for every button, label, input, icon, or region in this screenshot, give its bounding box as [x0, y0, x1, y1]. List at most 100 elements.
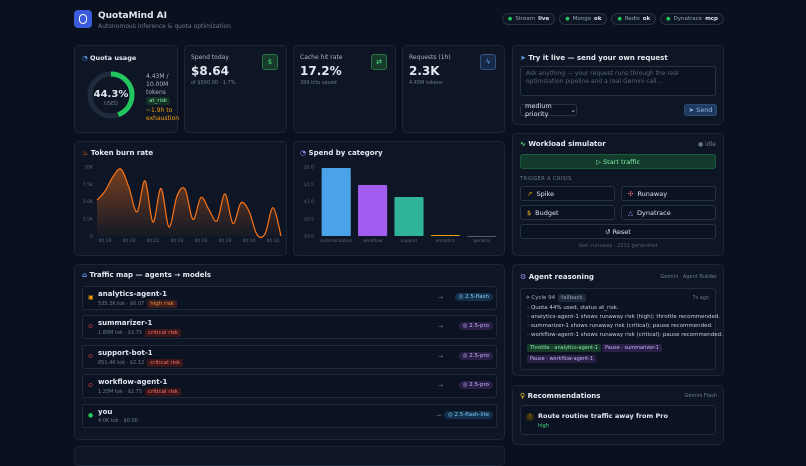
title: Quota usage — [89, 54, 137, 62]
send-button[interactable]: ➤ Send — [684, 104, 717, 116]
status-pill: ● Mongo ok — [559, 13, 608, 25]
agent-name: analytics-agent-1 — [98, 290, 167, 298]
status-bar: ● Stream live ● Mongo ok ● Redis ok ● Dynatrace mcp — [501, 13, 724, 25]
agent-name: support-bot-1 — [98, 349, 153, 357]
quota-eta: ~1.9h to exhaustion — [146, 107, 180, 122]
model-dot: ◎ — [462, 323, 470, 329]
agent-icon: ⊙ — [88, 323, 94, 330]
card-title: ♀ Recommendations — [520, 392, 601, 400]
action-chip: Pause · summarizer-1 — [602, 344, 662, 352]
priority-select[interactable]: medium priority ⌄ — [520, 102, 577, 118]
crisis-icon: $ — [527, 208, 532, 217]
status-dot: ● — [666, 16, 671, 22]
stat-value: $8.64 — [191, 64, 229, 78]
risk-chip: critical risk — [145, 388, 182, 396]
app-subtitle: Autonomous inference & quota optimizatio… — [98, 23, 231, 30]
prompt-input[interactable]: Ask anything — your request runs through… — [520, 66, 716, 96]
model-dot: ◎ — [462, 353, 470, 359]
reset-button[interactable]: ↺ Reset — [520, 224, 716, 239]
model: 2.5-flash — [465, 294, 489, 300]
agent-name: summarizer-1 — [98, 319, 153, 327]
card-title: ♨ Token burn rate — [82, 149, 154, 157]
stat-value: 2.3K — [409, 64, 440, 78]
start: Start traffic — [603, 157, 641, 166]
agent-icon: ● — [88, 412, 94, 419]
status-pill: ● Stream live — [501, 13, 556, 25]
crisis-icon: ↗ — [527, 189, 533, 198]
crisis-button[interactable]: $ Budget — [520, 205, 615, 220]
model: 2.5-pro — [469, 323, 489, 329]
status-state: ok — [642, 16, 651, 22]
agent-icon: ⊙ — [88, 382, 94, 389]
agent-usage: 1.25M tok · $2.75 critical risk — [98, 388, 182, 396]
status-state: ok — [594, 16, 602, 22]
mode: fallback — [558, 294, 586, 302]
start-button[interactable]: ▷ Start traffic — [520, 154, 716, 169]
agent-usage: 851.4K tok · $2.12 critical risk — [98, 359, 184, 367]
arrow: → — [437, 353, 443, 360]
rec-text: Route routine traffic away from Pro — [538, 412, 668, 420]
usage: 535.3K tok · $0.07 — [98, 301, 145, 307]
crisis-button[interactable]: ✣ Runaway — [621, 186, 716, 201]
card-title: ◔ Spend by category — [300, 149, 383, 157]
title: Recommendations — [527, 392, 601, 400]
spend-card — [293, 141, 505, 256]
crisis-name: Budget — [535, 208, 559, 217]
crisis-button[interactable]: △ Dynatrace — [621, 205, 716, 220]
stat-value: 17.2% — [300, 64, 342, 78]
arrow: → — [435, 412, 441, 419]
card-title: ⌂ Traffic map — agents → models — [82, 271, 212, 279]
crisis-icon: ✣ — [628, 189, 634, 198]
model-dot: ◎ — [447, 412, 455, 418]
send: Send — [696, 106, 713, 114]
bullet: › — [527, 305, 531, 311]
rec-icon: ! — [526, 413, 534, 421]
stat-title: Cache hit rate — [300, 54, 343, 61]
rec-priority: high — [538, 423, 549, 429]
reasoning-line: › analytics-agent-1 shows runaway risk (… — [527, 314, 720, 320]
action-chip: Pause · workflow-agent-1 — [527, 355, 597, 363]
bullet: › — [527, 332, 531, 338]
status-name: Redis — [624, 16, 640, 22]
quota-status: at_risk — [146, 97, 171, 105]
title: Spend by category — [308, 149, 383, 157]
arrow: → — [437, 294, 443, 301]
line-text: workflow-agent-1 shows runaway risk (cri… — [530, 332, 723, 338]
stat-icon: $ — [262, 54, 278, 70]
burn-card — [74, 141, 287, 256]
rec-item — [520, 405, 716, 435]
agent-usage: 4.0K tok · $0.00 — [98, 418, 138, 424]
model: 2.5-pro — [469, 353, 489, 359]
title: Agent reasoning — [528, 273, 594, 281]
reasoning-line: › summarizer-1 shows runaway risk (criti… — [527, 323, 713, 329]
status-dot: ● — [507, 16, 513, 22]
stat-icon: ⇄ — [371, 54, 387, 70]
agent-icon: ⊙ — [88, 353, 94, 360]
title: Try it live — send your own request — [528, 54, 668, 62]
crisis-name: Dynatrace — [637, 208, 671, 217]
status-pill: ● Redis ok — [611, 13, 657, 25]
quota-tokens: 4.43M / 10.00M tokens — [146, 73, 169, 96]
recs-source: Gemini Flash — [684, 393, 717, 399]
reasoning-line: › workflow-agent-1 shows runaway risk (c… — [527, 332, 723, 338]
model-dot: ◎ — [462, 382, 470, 388]
agent-name: workflow-agent-1 — [98, 378, 168, 386]
placeholder: Ask anything — your request runs through… — [526, 70, 679, 85]
usage: 1.80M tok · $3.75 — [98, 330, 143, 336]
model-chip: ◎ 2.5-pro — [458, 322, 493, 330]
agent-icon: ▣ — [88, 294, 94, 301]
quota-caption: USED — [104, 101, 118, 107]
cycle: ⟡ Cycle 94 fallback — [526, 294, 586, 302]
priority: medium priority — [525, 102, 552, 118]
usage: 4.0K tok · $0.00 — [98, 418, 138, 424]
risk-chip: high risk — [147, 300, 177, 308]
traffic-row — [82, 404, 497, 428]
status-dot: ● — [617, 16, 622, 22]
status-name: Stream — [515, 16, 536, 22]
crisis-button[interactable]: ↗ Spike — [520, 186, 615, 201]
crisis-label: TRIGGER A CRISIS — [520, 176, 572, 182]
bullet: › — [527, 314, 531, 320]
title: Traffic map — agents → models — [89, 271, 212, 279]
stat-title: Spend today — [191, 54, 229, 61]
stat-note: 4.45M tokens — [409, 80, 443, 86]
